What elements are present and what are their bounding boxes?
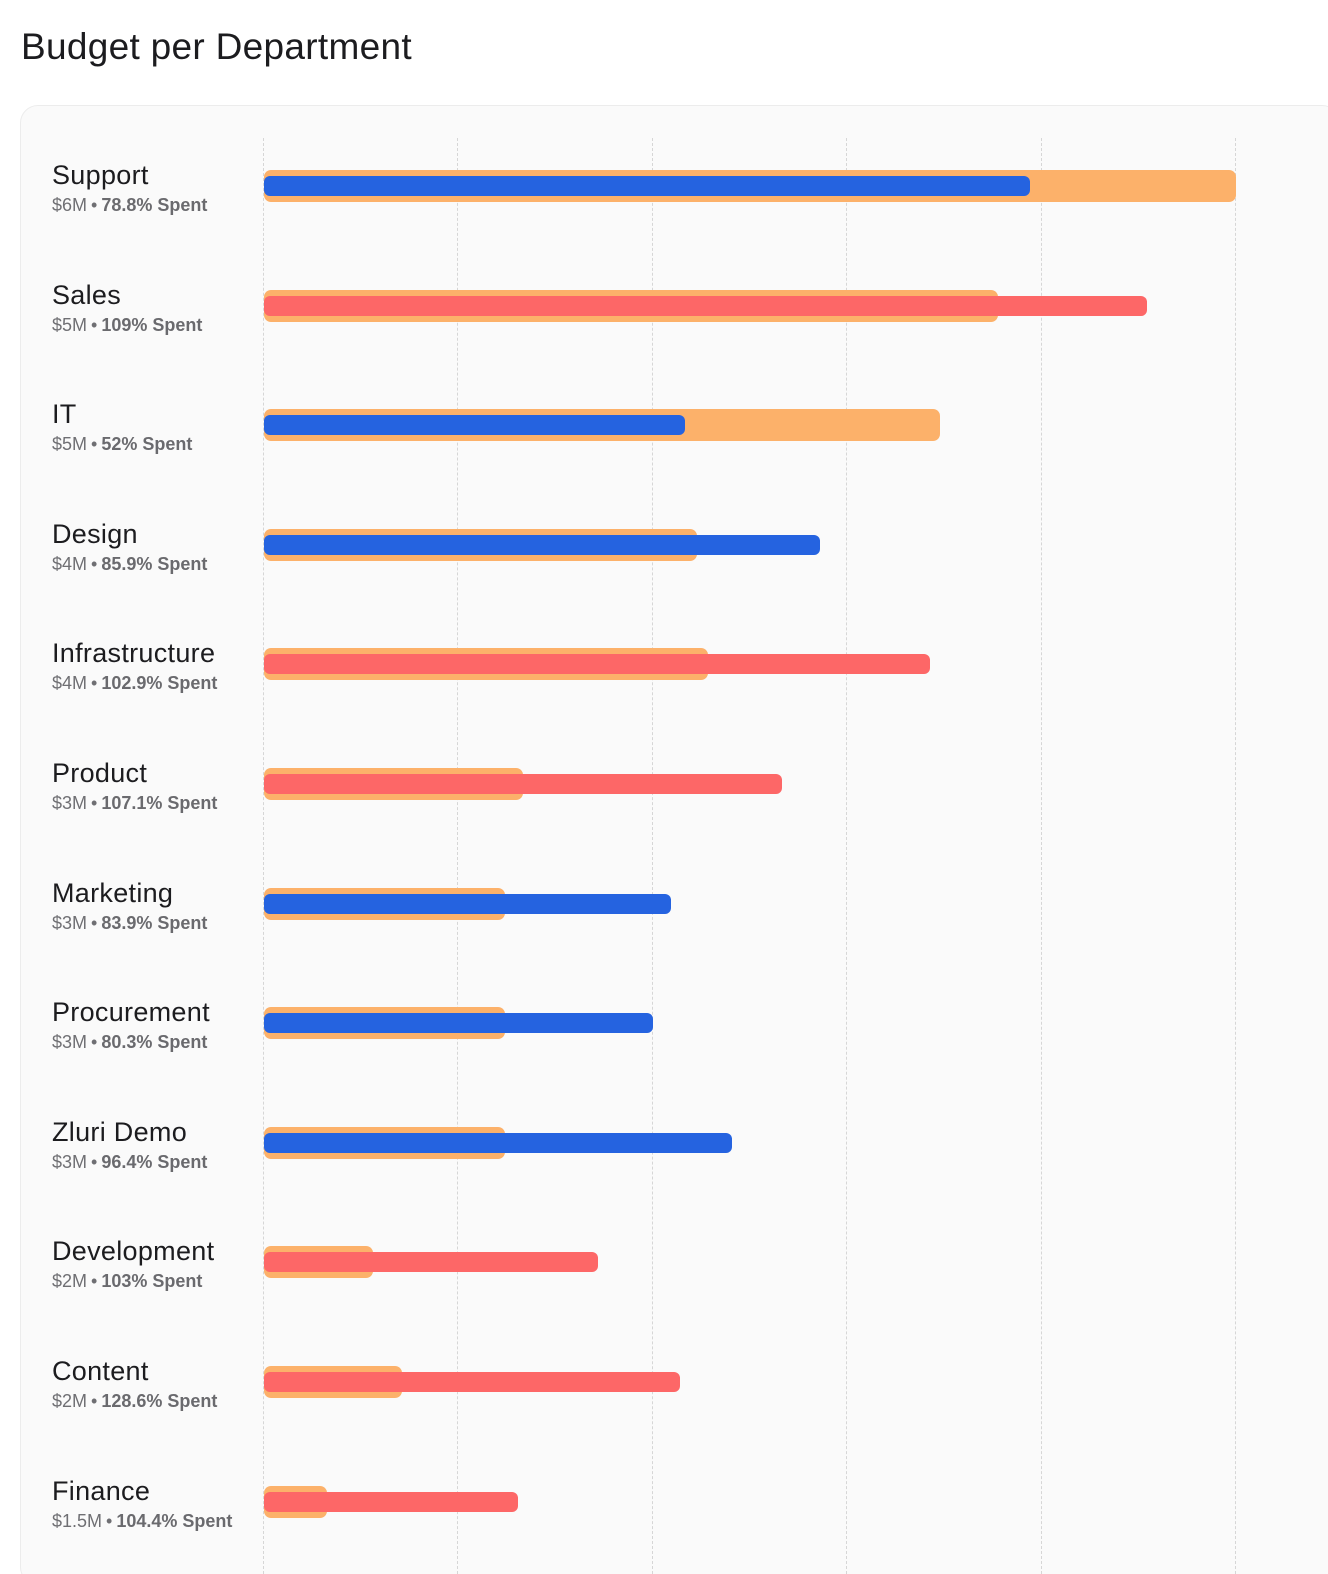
department-name: Finance (52, 1475, 151, 1506)
department-meta: $3M • 83.9% Spent (52, 913, 207, 934)
separator-dot: • (91, 1271, 98, 1292)
department-row[interactable]: IT $5M • 52% Spent (0, 399, 1328, 519)
chart-card (20, 105, 1328, 1574)
department-row[interactable]: Sales $5M • 109% Spent (0, 280, 1328, 400)
spent-label: 107.1% Spent (101, 793, 218, 813)
spent-bar-over-budget[interactable] (264, 295, 1147, 316)
spent-bar-over-budget[interactable] (264, 1252, 598, 1273)
department-meta: $2M • 103% Spent (52, 1271, 202, 1292)
spent-bar[interactable] (264, 415, 686, 436)
budget-label: $2M (52, 1391, 88, 1411)
department-meta: $3M • 80.3% Spent (52, 1032, 207, 1053)
department-name: Procurement (52, 997, 210, 1028)
department-row[interactable]: Procurement $3M • 80.3% Spent (0, 997, 1328, 1117)
spent-bar[interactable] (264, 893, 671, 914)
budget-label: $5M (52, 314, 88, 335)
spent-bar-over-budget[interactable] (264, 1491, 519, 1512)
spent-bar-over-budget[interactable] (264, 654, 930, 675)
spent-bar[interactable] (264, 1013, 653, 1034)
separator-dot: • (91, 912, 98, 933)
budget-label: $3M (52, 912, 88, 933)
spent-bar-over-budget[interactable] (264, 1372, 681, 1392)
separator-dot: • (91, 553, 98, 574)
gridline (1235, 138, 1236, 1574)
budget-label: $4M (52, 553, 88, 574)
department-meta: $2M • 128.6% Spent (52, 1391, 217, 1412)
spent-label: 102.9% Spent (101, 673, 218, 694)
gridline (651, 138, 653, 1574)
page-title: Budget per Department (21, 26, 412, 67)
department-meta: $1.5M • 104.4% Spent (52, 1511, 232, 1532)
department-name: Zluri Demo (52, 1116, 188, 1147)
department-name: Marketing (52, 877, 174, 908)
department-row[interactable]: Zluri Demo $3M • 96.4% Spent (0, 1117, 1328, 1237)
budget-label: $6M (52, 195, 88, 215)
spent-bar[interactable] (264, 1132, 733, 1153)
budget-label: $3M (52, 793, 88, 813)
separator-dot: • (91, 1391, 98, 1411)
spent-label: 52% Spent (101, 434, 193, 455)
department-row[interactable]: Infrastructure $4M • 102.9% Spent (0, 638, 1328, 758)
spent-label: 80.3% Spent (101, 1032, 208, 1053)
budget-label: $1.5M (52, 1510, 103, 1531)
spent-label: 83.9% Spent (101, 912, 208, 933)
separator-dot: • (91, 1151, 98, 1172)
department-row[interactable]: Content $2M • 128.6% Spent (0, 1356, 1328, 1476)
separator-dot: • (91, 314, 98, 335)
spent-label: 96.4% Spent (101, 1151, 208, 1172)
department-name: Infrastructure (52, 638, 216, 669)
spent-label: 85.9% Spent (101, 553, 208, 574)
separator-dot: • (91, 434, 98, 455)
spent-label: 103% Spent (101, 1271, 203, 1292)
department-meta: $6M • 78.8% Spent (52, 195, 207, 216)
spent-label: 128.6% Spent (101, 1391, 218, 1411)
department-row[interactable]: Product $3M • 107.1% Spent (0, 758, 1328, 878)
separator-dot: • (91, 195, 98, 215)
department-row[interactable]: Finance $1.5M • 104.4% Spent (0, 1476, 1328, 1574)
department-row[interactable]: Support $6M • 78.8% Spent (0, 160, 1328, 280)
department-meta: $3M • 107.1% Spent (52, 793, 217, 814)
gridline (263, 138, 264, 1574)
department-meta: $3M • 96.4% Spent (52, 1152, 207, 1173)
department-meta: $5M • 52% Spent (52, 434, 192, 455)
spent-bar-over-budget[interactable] (264, 774, 783, 794)
gridline (1040, 138, 1042, 1574)
separator-dot: • (91, 673, 98, 694)
spent-label: 109% Spent (101, 314, 203, 335)
department-meta: $5M • 109% Spent (52, 315, 202, 336)
department-name: Content (52, 1356, 149, 1386)
budget-label: $5M (52, 434, 88, 455)
gridline (846, 138, 848, 1574)
department-row[interactable]: Design $4M • 85.9% Spent (0, 519, 1328, 639)
department-name: Support (52, 160, 149, 190)
spent-label: 78.8% Spent (101, 195, 208, 215)
department-name: Sales (52, 279, 122, 310)
department-row[interactable]: Development $2M • 103% Spent (0, 1236, 1328, 1356)
separator-dot: • (91, 793, 98, 813)
department-name: Development (52, 1236, 215, 1267)
budget-label: $4M (52, 673, 88, 694)
separator-dot: • (91, 1032, 98, 1053)
spent-bar[interactable] (264, 176, 1031, 196)
gridline (457, 138, 459, 1574)
spent-bar[interactable] (264, 534, 820, 555)
department-name: IT (52, 399, 77, 430)
separator-dot: • (106, 1510, 113, 1531)
department-name: Product (52, 758, 148, 788)
department-name: Design (52, 518, 138, 549)
budget-label: $3M (52, 1032, 88, 1053)
department-meta: $4M • 102.9% Spent (52, 673, 217, 694)
spent-label: 104.4% Spent (116, 1510, 233, 1531)
department-row[interactable]: Marketing $3M • 83.9% Spent (0, 878, 1328, 998)
budget-label: $3M (52, 1151, 88, 1172)
budget-label: $2M (52, 1271, 88, 1292)
department-meta: $4M • 85.9% Spent (52, 554, 207, 575)
